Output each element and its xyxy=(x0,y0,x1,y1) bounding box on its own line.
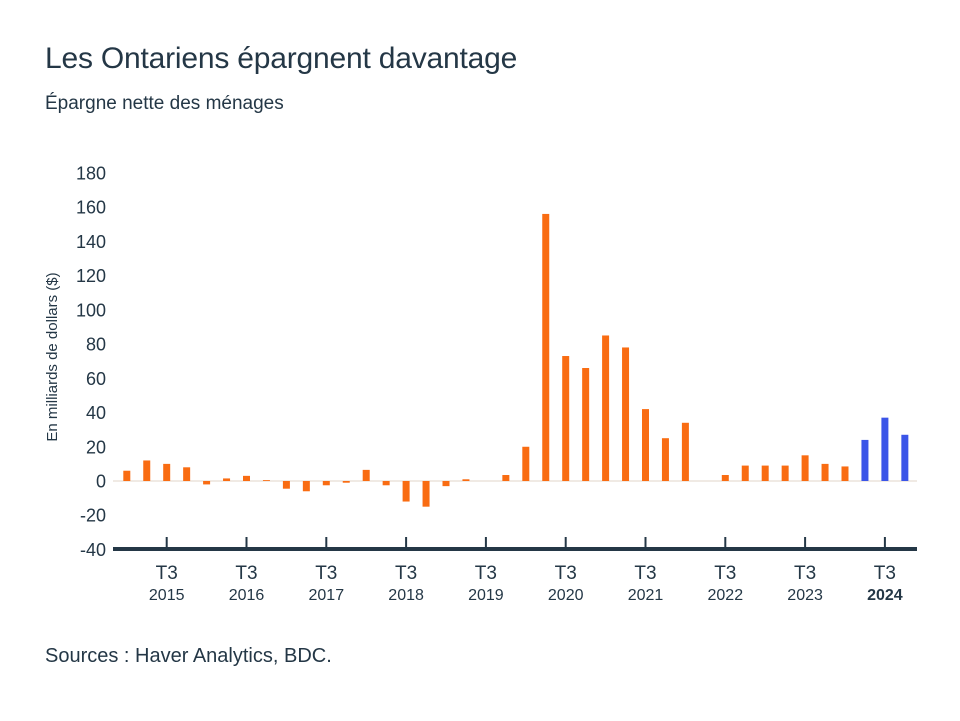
bar-T4-2017 xyxy=(342,481,350,483)
bar-T4-2019 xyxy=(502,475,510,481)
x-tick-year-2016: 2016 xyxy=(229,587,265,604)
bar-T4-2020 xyxy=(582,368,590,481)
y-tick-label-20: 20 xyxy=(86,437,106,457)
bar-T3-2020 xyxy=(562,356,570,481)
bar-T2-2015 xyxy=(143,460,151,481)
bar-T1-2015 xyxy=(123,470,131,481)
bar-T2-2024 xyxy=(861,439,869,481)
bar-T4-2021 xyxy=(661,438,669,481)
bar-T4-2022 xyxy=(741,465,749,481)
x-tick-year-2024: 2024 xyxy=(867,587,903,604)
x-tick-quarter-2019: T3 xyxy=(475,563,497,584)
y-tick-label-120: 120 xyxy=(76,266,106,286)
x-tick-quarter-2022: T3 xyxy=(714,563,736,584)
y-tick-label-100: 100 xyxy=(76,300,106,320)
chart-title: Les Ontariens épargnent davantage xyxy=(45,42,518,75)
bar-T1-2016 xyxy=(203,481,211,485)
bar-T3-2018 xyxy=(402,481,410,502)
bar-T3-2015 xyxy=(163,463,171,481)
bar-T1-2018 xyxy=(362,469,370,481)
bar-T2-2019 xyxy=(462,479,470,481)
x-tick-quarter-2015: T3 xyxy=(156,563,178,584)
x-tick-quarter-2020: T3 xyxy=(555,563,577,584)
y-tick-label--20: -20 xyxy=(80,506,106,526)
x-tick-year-2023: 2023 xyxy=(787,587,823,604)
bar-T1-2019 xyxy=(442,481,450,487)
bar-T3-2022 xyxy=(721,475,729,481)
y-tick-label-80: 80 xyxy=(86,335,106,355)
x-tick-quarter-2018: T3 xyxy=(395,563,417,584)
x-tick-quarter-2024: T3 xyxy=(874,563,896,584)
bar-T2-2021 xyxy=(622,347,630,481)
source-note: Sources : Haver Analytics, BDC. xyxy=(45,645,332,667)
x-tick-year-2017: 2017 xyxy=(309,587,345,604)
x-tick-year-2019: 2019 xyxy=(468,587,504,604)
bar-T3-2021 xyxy=(642,409,649,481)
chart-subtitle: Épargne nette des ménages xyxy=(45,93,284,114)
bar-T2-2016 xyxy=(223,478,231,481)
x-tick-year-2015: 2015 xyxy=(149,587,185,604)
bar-T4-2018 xyxy=(422,481,430,507)
bar-T1-2022 xyxy=(681,422,689,481)
x-tick-year-2021: 2021 xyxy=(628,587,664,604)
bar-T3-2016 xyxy=(243,475,250,481)
bar-T4-2016 xyxy=(262,480,270,481)
bar-T2-2023 xyxy=(781,465,789,481)
bar-T1-2023 xyxy=(761,465,769,481)
bar-T2-2017 xyxy=(302,481,310,492)
savings-bar-chart: 180 160 140 120 100 80 60 40 20 0 -20 -40 En milliar… xyxy=(44,163,917,604)
bar-T1-2024 xyxy=(841,466,849,481)
x-tick-quarter-2017: T3 xyxy=(315,563,337,584)
y-tick-label-180: 180 xyxy=(76,163,106,183)
bar-T1-2020 xyxy=(522,446,530,481)
y-tick-label-40: 40 xyxy=(86,403,106,423)
x-tick-quarter-2023: T3 xyxy=(794,563,816,584)
bar-T3-2017 xyxy=(322,481,330,486)
bar-T1-2021 xyxy=(602,335,610,481)
y-tick-label-60: 60 xyxy=(86,369,106,389)
bar-T3-2024 xyxy=(881,417,889,481)
x-tick-year-2018: 2018 xyxy=(388,587,424,604)
y-axis-label: En milliards de dollars ($) xyxy=(44,272,61,441)
bar-T4-2023 xyxy=(821,463,829,481)
zero-line xyxy=(113,480,917,482)
bar-T2-2018 xyxy=(382,481,390,486)
y-tick-label--40: -40 xyxy=(80,540,106,560)
bar-T4-2024 xyxy=(901,434,909,481)
x-tick-year-2022: 2022 xyxy=(708,587,744,604)
x-tick-year-2020: 2020 xyxy=(548,587,584,604)
bar-T3-2023 xyxy=(801,455,809,481)
bar-T1-2017 xyxy=(282,481,290,489)
x-tick-quarter-2021: T3 xyxy=(634,563,656,584)
y-tick-label-160: 160 xyxy=(76,198,106,218)
y-tick-label-140: 140 xyxy=(76,232,106,252)
bar-T4-2015 xyxy=(183,467,191,481)
x-axis-line xyxy=(113,547,917,551)
y-tick-label-0: 0 xyxy=(96,472,106,492)
bar-T2-2020 xyxy=(542,213,550,481)
x-tick-quarter-2016: T3 xyxy=(235,563,257,584)
